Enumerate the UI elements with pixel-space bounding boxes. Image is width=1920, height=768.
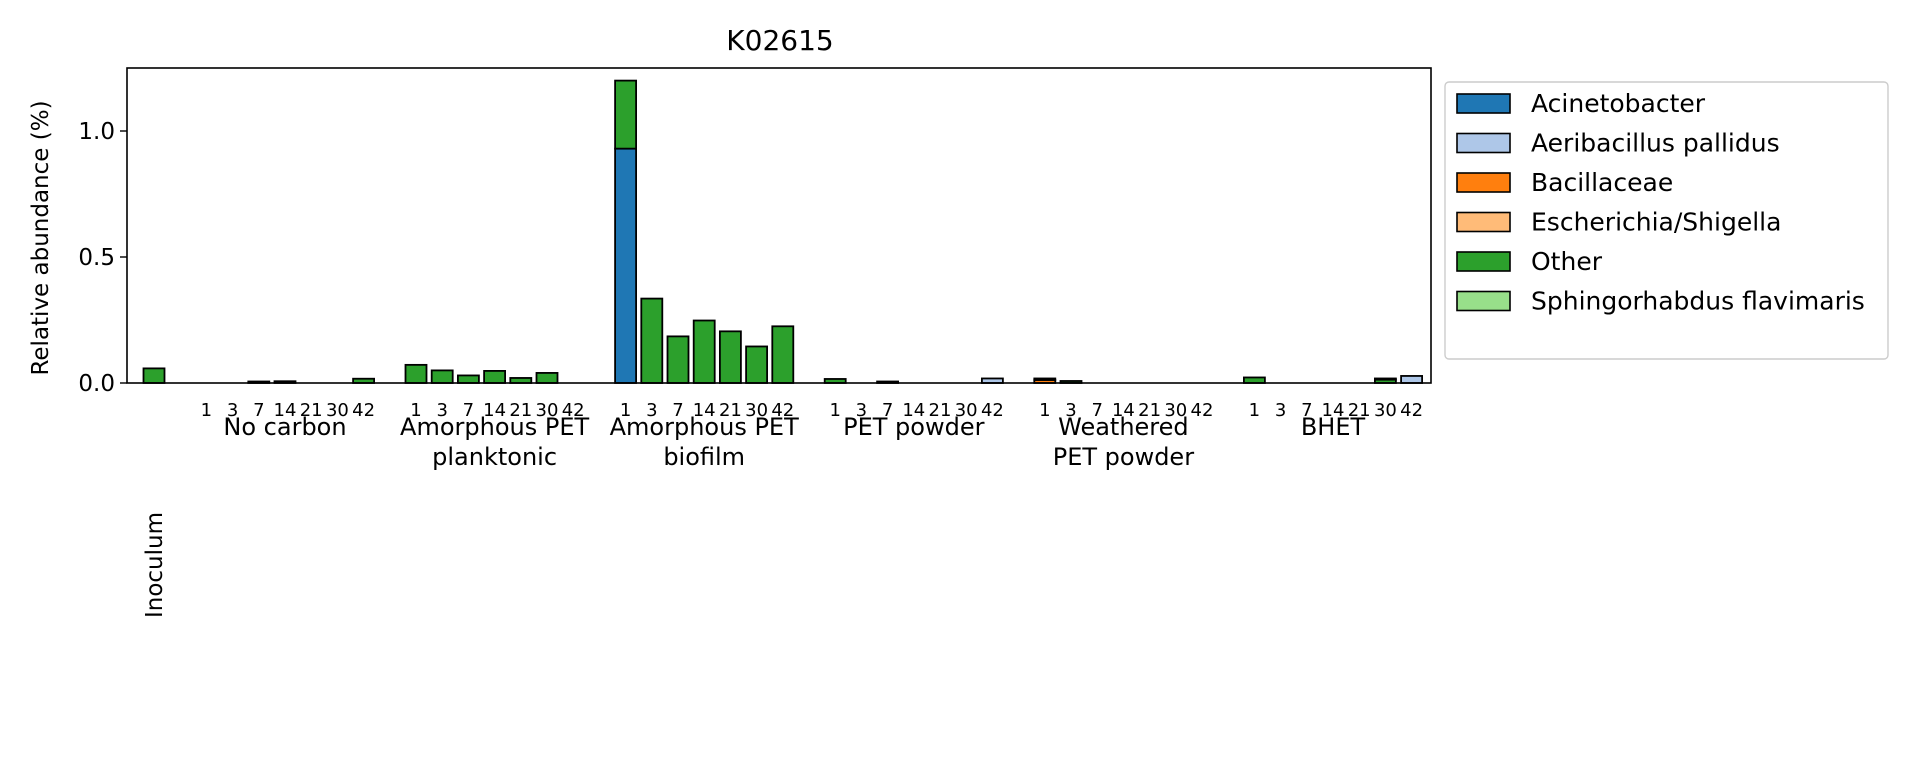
- bar-segment: [535, 372, 559, 384]
- x-tick-label: 3: [646, 400, 657, 421]
- legend-swatch: [1456, 172, 1511, 193]
- bar-segment: [640, 297, 664, 384]
- x-tick-label: 1: [1039, 400, 1050, 421]
- x-tick-label: 21: [1348, 400, 1371, 421]
- x-tick-label: 42: [352, 400, 375, 421]
- x-tick-label: 21: [509, 400, 532, 421]
- legend-label: Acinetobacter: [1531, 89, 1706, 118]
- x-tick-label: 30: [536, 400, 559, 421]
- bar-segment: [745, 345, 768, 384]
- x-tick-label: 14: [693, 400, 716, 421]
- legend-label: Escherichia/Shigella: [1531, 208, 1781, 237]
- y-tick-label: 0.0: [78, 371, 115, 397]
- legend: Acinetobacter Aeribacillus pallidus Bacill…: [1444, 81, 1889, 360]
- x-tick-label: 42: [562, 400, 585, 421]
- bar-segment: [614, 147, 637, 384]
- x-tick-label: 7: [882, 400, 893, 421]
- x-tick-label: 3: [227, 400, 238, 421]
- plot-frame: [126, 67, 1432, 384]
- legend-swatch: [1456, 290, 1511, 312]
- group-label: No carbon: [223, 413, 346, 441]
- bar-segment: [1374, 377, 1397, 381]
- x-tick-label: 3: [436, 400, 447, 421]
- x-tick-label: 21: [1138, 400, 1161, 421]
- y-axis: 0.0 0.5 1.0: [78, 119, 127, 397]
- group-label: PET powder: [1053, 443, 1194, 471]
- x-tick-label: 42: [981, 400, 1004, 421]
- y-axis-label: Relative abundance (%): [28, 100, 54, 375]
- bar-segment: [771, 325, 795, 384]
- chart-title: K02615: [726, 24, 833, 57]
- x-tick-label: 14: [902, 400, 925, 421]
- x-tick-label: 21: [719, 400, 742, 421]
- legend-swatch: [1456, 251, 1511, 272]
- y-tick-label: 1.0: [78, 119, 115, 145]
- bars: [142, 79, 1423, 384]
- x-axis: 1 3 7 14 21 30 42 1 3 7 14 21 30 42 1 3 7 14 21 30 42 1 3 7 14 21…: [201, 400, 1423, 421]
- group-label: PET powder: [843, 413, 984, 441]
- x-tick-label: 30: [745, 400, 768, 421]
- x-tick-label: 3: [1065, 400, 1076, 421]
- x-tick-label: 30: [326, 400, 349, 421]
- bar-segment: [1033, 377, 1057, 381]
- x-tick-label: 7: [672, 400, 683, 421]
- x-tick-label: 42: [1400, 400, 1423, 421]
- x-tick-label: 21: [929, 400, 952, 421]
- group-label: planktonic: [432, 443, 557, 471]
- bar-segment: [614, 79, 637, 150]
- bar-segment: [483, 370, 507, 384]
- x-tick-label: 7: [1091, 400, 1102, 421]
- x-tick-label: 14: [1322, 400, 1345, 421]
- group-label: Weathered: [1058, 413, 1189, 441]
- group-label: BHET: [1301, 413, 1366, 441]
- x-tick-label: 7: [1301, 400, 1312, 421]
- x-tick-label: 42: [1191, 400, 1214, 421]
- legend-swatch: [1456, 211, 1511, 233]
- x-tick-label: 1: [829, 400, 840, 421]
- legend-swatch: [1456, 93, 1511, 114]
- x-tick-label: 21: [300, 400, 323, 421]
- y-tick-label: 0.5: [78, 245, 115, 271]
- x-tick-label: 1: [410, 400, 421, 421]
- bar-segment: [404, 363, 428, 384]
- x-tick-label: 30: [1164, 400, 1187, 421]
- bar-segment: [692, 319, 716, 384]
- x-tick-label: 14: [483, 400, 506, 421]
- x-tick-label: 42: [771, 400, 794, 421]
- legend-label: Other: [1531, 247, 1603, 276]
- x-tick-label: 7: [463, 400, 474, 421]
- bar-segment: [456, 374, 480, 384]
- x-tick-label: 1: [1249, 400, 1260, 421]
- x-tick-label: 30: [1374, 400, 1397, 421]
- bar-segment: [1400, 375, 1423, 384]
- bar-segment: [666, 335, 690, 384]
- bar-segment: [1243, 376, 1266, 384]
- bar-segment: [430, 369, 454, 384]
- legend-label: Sphingorhabdus flavimaris: [1531, 287, 1865, 316]
- legend-label: Aeribacillus pallidus: [1531, 129, 1780, 158]
- group-label: Inoculum: [142, 512, 168, 618]
- bar-segment: [142, 367, 166, 384]
- x-tick-label: 1: [620, 400, 631, 421]
- x-tick-label: 1: [201, 400, 212, 421]
- legend-label: Bacillaceae: [1531, 168, 1673, 197]
- x-tick-label: 3: [1275, 400, 1286, 421]
- group-label: Amorphous PET: [610, 413, 799, 441]
- x-tick-label: 14: [1112, 400, 1135, 421]
- x-tick-label: 3: [856, 400, 867, 421]
- group-label: biofilm: [663, 443, 745, 471]
- legend-swatch: [1456, 132, 1511, 154]
- x-tick-label: 14: [274, 400, 297, 421]
- legend-box: [1444, 81, 1889, 360]
- bar-segment: [719, 330, 742, 384]
- x-tick-label: 7: [253, 400, 264, 421]
- x-tick-label: 30: [955, 400, 978, 421]
- group-label: Amorphous PET: [400, 413, 589, 441]
